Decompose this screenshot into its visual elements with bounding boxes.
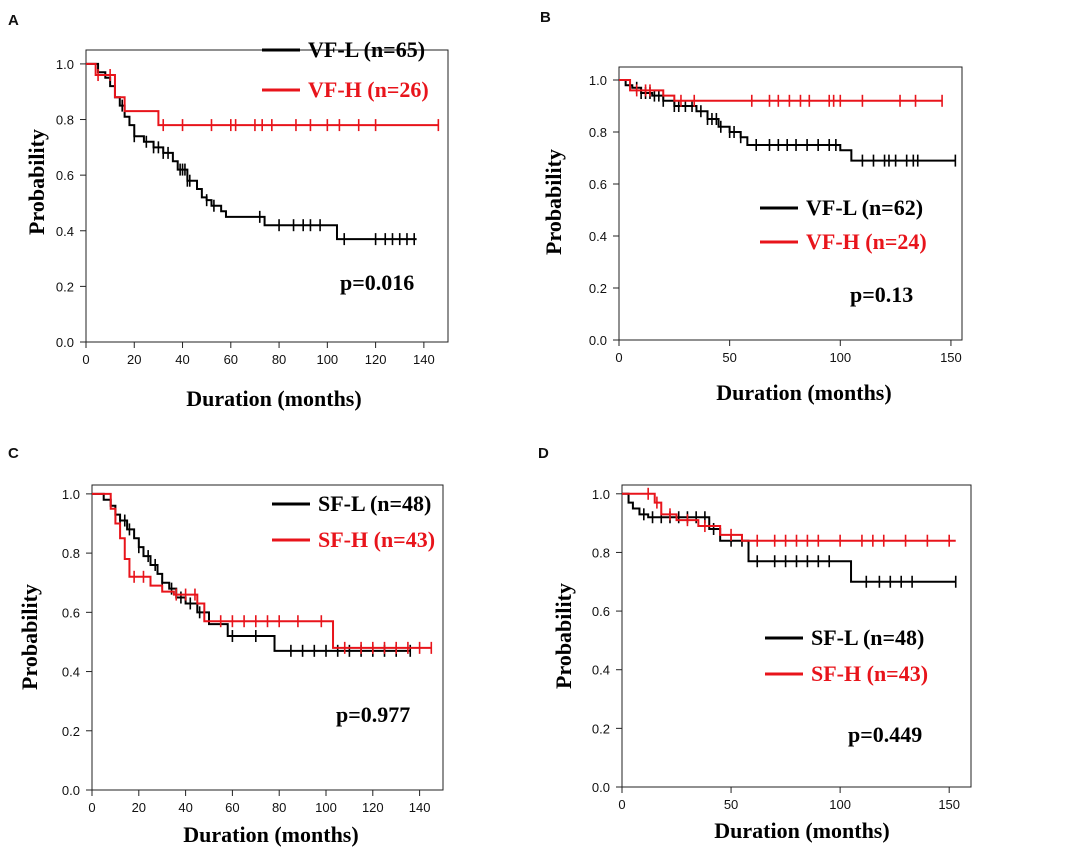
km-curve-low — [92, 492, 411, 652]
y-tick-label: 0.8 — [592, 545, 610, 560]
km-curve-high — [619, 79, 943, 102]
y-axis-title: Probability — [541, 149, 566, 255]
legend-label: VF-H (n=24) — [806, 229, 927, 254]
y-tick-label: 0.0 — [589, 333, 607, 348]
y-axis-title: Probability — [24, 129, 49, 235]
plot-frame — [91, 484, 444, 791]
legend-label: VF-L (n=62) — [806, 195, 923, 220]
x-tick-label: 0 — [82, 352, 89, 367]
legend-label: VF-L (n=65) — [308, 37, 425, 62]
y-tick-label: 0.6 — [589, 177, 607, 192]
panel-letter: A — [8, 12, 19, 29]
x-tick-label: 0 — [615, 350, 622, 365]
plot-frame — [621, 484, 972, 788]
x-tick-label: 40 — [175, 352, 189, 367]
km-curve-high — [92, 492, 432, 649]
panel-d: D 0 50 100 150 0.0 0.2 0.4 0.6 0.8 1.0 Duration (mo… — [538, 445, 972, 843]
km-curve-low — [619, 79, 956, 162]
y-tick-label: 0.6 — [56, 168, 74, 183]
x-axis-title: Duration (months) — [186, 386, 361, 411]
x-tick-label: 80 — [272, 352, 286, 367]
panel-c: C 0 20 40 60 80 100 120 140 0.0 0.2 0.4 0.6 0.8 1.0 Dur… — [8, 445, 444, 847]
y-tick-label: 0.0 — [56, 335, 74, 350]
y-tick-label: 0.2 — [592, 721, 610, 736]
x-tick-label: 50 — [722, 350, 736, 365]
x-tick-label: 20 — [127, 352, 141, 367]
km-curve-high — [86, 62, 439, 127]
y-tick-label: 0.8 — [62, 546, 80, 561]
x-tick-label: 140 — [413, 352, 435, 367]
x-tick-label: 120 — [365, 352, 387, 367]
panel-b: B 0 50 100 150 0.0 0.2 0.4 0.6 0.8 1.0 Duration (mo… — [540, 9, 963, 405]
legend-label: SF-H (n=43) — [318, 527, 435, 552]
x-tick-label: 150 — [938, 797, 960, 812]
y-tick-label: 1.0 — [589, 73, 607, 88]
x-axis-title: Duration (months) — [183, 822, 358, 847]
x-tick-label: 80 — [272, 800, 286, 815]
x-tick-label: 100 — [316, 352, 338, 367]
x-tick-label: 120 — [362, 800, 384, 815]
x-tick-label: 50 — [724, 797, 738, 812]
x-tick-label: 100 — [315, 800, 337, 815]
y-tick-label: 0.4 — [589, 229, 607, 244]
x-axis-title: Duration (months) — [714, 818, 889, 843]
y-tick-label: 0.4 — [592, 663, 610, 678]
y-axis-title: Probability — [17, 584, 42, 690]
panel-letter: D — [538, 445, 549, 462]
y-tick-label: 0.2 — [62, 724, 80, 739]
panel-a: A 0 20 40 60 80 100 120 140 0.0 0.2 0.4 0.6 0.8 1.0 Dur… — [8, 12, 449, 411]
legend-label: SF-H (n=43) — [811, 661, 928, 686]
x-tick-label: 150 — [940, 350, 962, 365]
legend-label: VF-H (n=26) — [308, 77, 429, 102]
y-tick-label: 1.0 — [592, 487, 610, 502]
x-tick-label: 40 — [178, 800, 192, 815]
panel-letter: B — [540, 9, 551, 26]
y-tick-label: 0.8 — [56, 113, 74, 128]
x-tick-label: 100 — [829, 350, 851, 365]
plot-frame — [618, 66, 963, 341]
legend-label: SF-L (n=48) — [811, 625, 924, 650]
y-tick-label: 1.0 — [56, 57, 74, 72]
x-tick-label: 20 — [132, 800, 146, 815]
x-tick-label: 60 — [224, 352, 238, 367]
p-value: p=0.977 — [336, 702, 410, 727]
legend-label: SF-L (n=48) — [318, 491, 431, 516]
panel-letter: C — [8, 445, 19, 462]
y-tick-label: 0.4 — [62, 665, 80, 680]
x-tick-label: 0 — [618, 797, 625, 812]
x-tick-label: 100 — [829, 797, 851, 812]
y-tick-label: 0.0 — [62, 783, 80, 798]
y-axis-title: Probability — [551, 583, 576, 689]
y-tick-label: 0.6 — [592, 604, 610, 619]
y-tick-label: 0.2 — [589, 281, 607, 296]
x-tick-label: 60 — [225, 800, 239, 815]
p-value: p=0.016 — [340, 270, 414, 295]
y-tick-label: 0.4 — [56, 224, 74, 239]
y-tick-label: 0.0 — [592, 780, 610, 795]
y-tick-label: 0.2 — [56, 279, 74, 294]
y-tick-label: 0.6 — [62, 605, 80, 620]
p-value: p=0.13 — [850, 282, 913, 307]
x-tick-label: 0 — [88, 800, 95, 815]
x-tick-label: 140 — [409, 800, 431, 815]
y-tick-label: 0.8 — [589, 125, 607, 140]
y-tick-label: 1.0 — [62, 487, 80, 502]
x-axis-title: Duration (months) — [716, 380, 891, 405]
p-value: p=0.449 — [848, 722, 922, 747]
